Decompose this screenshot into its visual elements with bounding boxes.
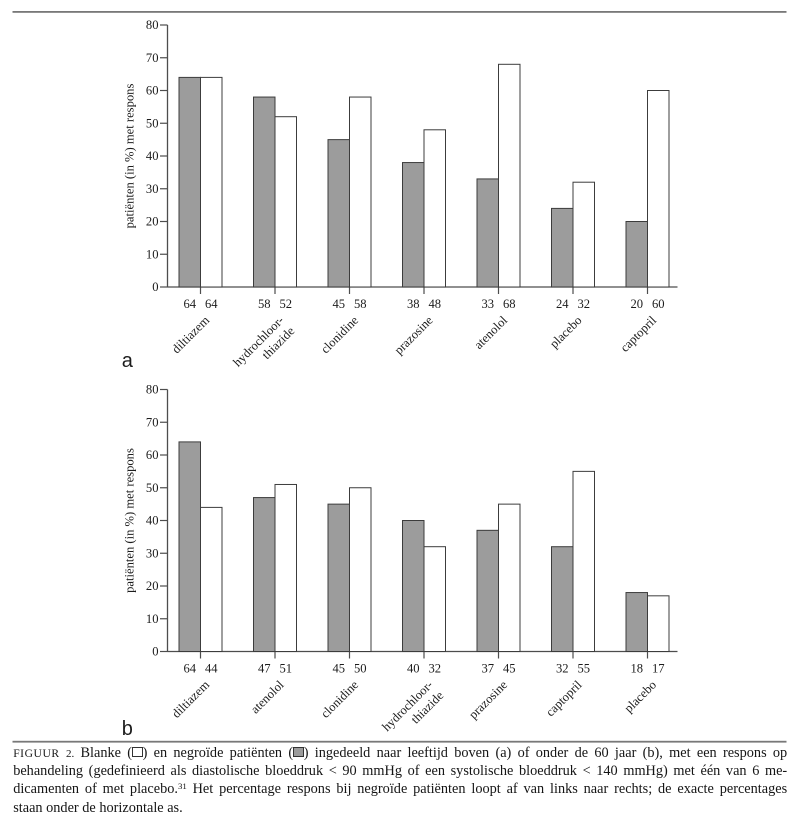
svg-text:47: 47	[258, 662, 271, 676]
svg-text:80: 80	[146, 18, 159, 32]
svg-text:64: 64	[205, 297, 218, 311]
svg-text:patiënten (in %) met respons: patiënten (in %) met respons	[123, 84, 137, 229]
svg-text:37: 37	[481, 662, 494, 676]
svg-text:60: 60	[146, 448, 159, 462]
svg-text:40: 40	[146, 149, 159, 163]
svg-text:prazosine: prazosine	[466, 677, 510, 721]
svg-text:placebo: placebo	[622, 678, 660, 716]
svg-text:10: 10	[146, 247, 159, 261]
svg-text:32: 32	[428, 662, 441, 676]
svg-text:38: 38	[407, 297, 420, 311]
svg-text:40: 40	[146, 514, 159, 528]
svg-text:captopril: captopril	[618, 313, 660, 355]
svg-text:diltiazem: diltiazem	[169, 678, 212, 721]
svg-text:60: 60	[146, 84, 159, 98]
svg-text:diltiazem: diltiazem	[169, 313, 212, 356]
svg-text:32: 32	[556, 662, 569, 676]
svg-text:30: 30	[146, 546, 159, 560]
svg-text:20: 20	[146, 215, 159, 229]
svg-text:33: 33	[481, 297, 494, 311]
svg-text:32: 32	[577, 297, 590, 311]
svg-text:b: b	[122, 718, 133, 740]
svg-text:17: 17	[652, 662, 665, 676]
svg-text:58: 58	[354, 297, 367, 311]
svg-text:captopril: captopril	[543, 677, 585, 719]
svg-text:0: 0	[152, 645, 158, 659]
svg-text:prazosine: prazosine	[392, 313, 436, 357]
svg-text:clonidine: clonidine	[318, 677, 361, 720]
svg-text:10: 10	[146, 612, 159, 626]
svg-text:20: 20	[630, 297, 643, 311]
svg-text:30: 30	[146, 182, 159, 196]
svg-text:0: 0	[152, 280, 158, 294]
svg-text:50: 50	[354, 662, 367, 676]
svg-text:70: 70	[146, 415, 159, 429]
svg-text:patiënten (in %) met respons: patiënten (in %) met respons	[123, 448, 137, 593]
svg-text:50: 50	[146, 481, 159, 495]
svg-text:55: 55	[577, 662, 590, 676]
svg-text:45: 45	[503, 662, 516, 676]
svg-text:placebo: placebo	[547, 313, 585, 351]
svg-text:68: 68	[503, 297, 516, 311]
svg-text:70: 70	[146, 51, 159, 65]
svg-text:45: 45	[332, 662, 345, 676]
svg-text:44: 44	[205, 662, 218, 676]
svg-text:40: 40	[407, 662, 420, 676]
svg-text:50: 50	[146, 116, 159, 130]
svg-text:58: 58	[258, 297, 271, 311]
svg-text:18: 18	[630, 662, 643, 676]
svg-text:clonidine: clonidine	[318, 313, 361, 356]
svg-text:60: 60	[652, 297, 665, 311]
svg-text:64: 64	[183, 662, 196, 676]
svg-text:51: 51	[279, 662, 292, 676]
svg-text:64: 64	[183, 297, 196, 311]
svg-text:80: 80	[146, 383, 159, 397]
svg-text:20: 20	[146, 579, 159, 593]
svg-text:52: 52	[279, 297, 292, 311]
svg-text:48: 48	[428, 297, 441, 311]
svg-text:45: 45	[332, 297, 345, 311]
svg-text:24: 24	[556, 297, 569, 311]
svg-text:atenolol: atenolol	[472, 313, 511, 352]
svg-text:a: a	[122, 350, 134, 372]
svg-text:atenolol: atenolol	[248, 677, 287, 716]
